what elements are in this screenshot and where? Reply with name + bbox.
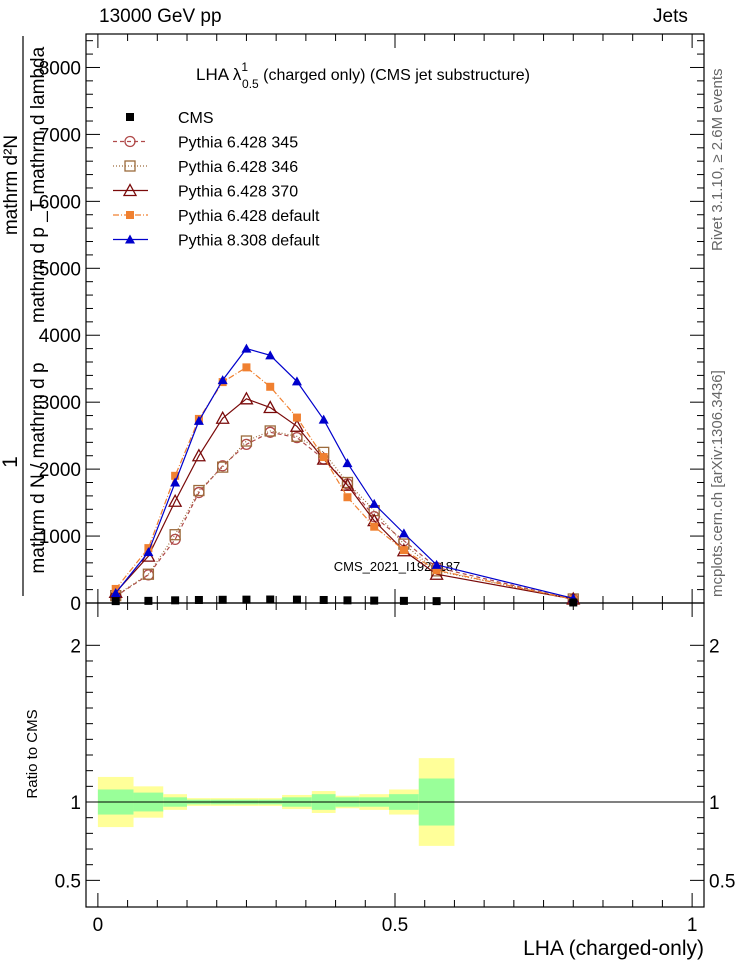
y-tick-label: 1000 (39, 527, 81, 548)
legend-label: Pythia 6.428 default (178, 208, 320, 225)
rivet-label: Rivet 3.1.10, ≥ 2.6M events (709, 69, 726, 252)
series-line-3 (115, 366, 574, 600)
data-point (265, 350, 276, 360)
legend-marker (126, 211, 134, 219)
data-point (142, 568, 155, 580)
data-point (341, 476, 354, 489)
cms-data-point (218, 595, 227, 604)
legend-label: Pythia 6.428 346 (178, 159, 298, 176)
data-point (239, 391, 254, 405)
data-point (369, 498, 380, 508)
ratio-axis-label: Ratio to CMS (24, 709, 41, 798)
data-point (292, 413, 301, 422)
y-tick-label: 7000 (39, 125, 81, 146)
cms-data-point (399, 596, 408, 605)
data-point (143, 547, 154, 557)
cms-data-point (370, 596, 379, 605)
cms-data-point (194, 595, 203, 604)
data-point (193, 415, 204, 425)
x-tick-label: 1 (687, 915, 698, 936)
legend-label: Pythia 8.308 default (178, 233, 320, 250)
ratio-y-tick-label: 2 (70, 636, 81, 657)
data-point (431, 559, 442, 569)
cms-data-point (343, 596, 352, 605)
y-tick-label: 5000 (39, 259, 81, 280)
data-point (168, 493, 183, 507)
ratio-y-tick-label-right: 1 (709, 793, 720, 814)
y-tick-label: 8000 (39, 58, 81, 79)
legend-marker (124, 160, 136, 172)
cms-data-point (569, 598, 578, 607)
data-point (240, 435, 253, 447)
y-axis-label-denominator-2: mathrm d p _T mathrm d lambda (28, 46, 49, 323)
ratio-y-tick-label-right: 0.5 (709, 871, 735, 892)
legend-marker (124, 135, 136, 148)
watermark: CMS_2021_I1920187 (334, 559, 461, 574)
cms-data-point (111, 597, 120, 606)
data-point (142, 569, 155, 581)
cms-data-point (292, 595, 301, 604)
data-point (217, 375, 228, 385)
x-tick-label: 0 (93, 915, 104, 936)
cms-data-point (432, 597, 441, 606)
data-point (370, 522, 379, 531)
legend-label: CMS (178, 110, 214, 127)
header-process: Jets (653, 6, 688, 27)
ratio-y-tick-label: 0.5 (55, 871, 81, 892)
data-point (215, 410, 230, 424)
chart-title: LHA λ1 0.5 (charged only) (CMS jet substr… (196, 60, 530, 91)
x-axis-label: LHA (charged-only) (523, 937, 704, 960)
data-point (319, 453, 328, 462)
cms-data-point (266, 595, 275, 604)
header-energy: 13000 GeV pp (99, 6, 222, 27)
data-point (289, 418, 305, 432)
cms-data-point (319, 595, 328, 604)
data-point (432, 566, 441, 575)
data-point (263, 400, 278, 414)
series-line-0 (115, 431, 574, 600)
data-point (191, 448, 206, 462)
cms-data-point (171, 596, 180, 605)
data-point (291, 376, 302, 386)
y-axis-label-numerator: mathrm d²N (1, 135, 22, 235)
data-point (241, 343, 252, 353)
legend-label: Pythia 6.428 370 (178, 184, 298, 201)
x-tick-label: 0.5 (382, 915, 408, 936)
mcplots-label: mcplots.cern.ch [arXiv:1306.3436] (709, 370, 726, 597)
ratio-y-tick-label: 1 (70, 793, 81, 814)
data-point (368, 510, 380, 523)
y-axis-label-denominator: mathrm d N / mathrm d p (28, 362, 49, 573)
data-point (193, 484, 205, 497)
data-point (266, 382, 275, 391)
y-tick-label: 6000 (39, 192, 81, 213)
data-point (398, 528, 409, 538)
y-tick-label: 2000 (39, 460, 81, 481)
data-point (264, 425, 276, 437)
ratio-y-tick-label-right: 2 (709, 636, 720, 657)
data-point (399, 546, 408, 555)
legend-marker (122, 183, 138, 197)
data-point (340, 477, 355, 491)
legend-marker (125, 234, 135, 244)
data-point (169, 529, 181, 541)
data-point (318, 414, 329, 424)
cms-data-point (242, 595, 251, 604)
data-point (170, 477, 181, 487)
data-point (242, 363, 251, 372)
data-point (110, 587, 121, 597)
y-tick-label: 0 (70, 594, 81, 615)
data-point (171, 471, 180, 480)
data-point (217, 461, 229, 473)
y-tick-label: 4000 (39, 326, 81, 347)
y-axis-label: 1 (0, 456, 22, 468)
ratio-frame (85, 602, 705, 908)
y-tick-label: 3000 (39, 393, 81, 414)
data-point (342, 458, 353, 468)
data-point (343, 493, 352, 502)
legend-label: Pythia 6.428 345 (178, 135, 298, 152)
legend-marker-cms (126, 113, 134, 121)
series-line-4 (115, 347, 574, 599)
cms-data-point (144, 596, 153, 605)
